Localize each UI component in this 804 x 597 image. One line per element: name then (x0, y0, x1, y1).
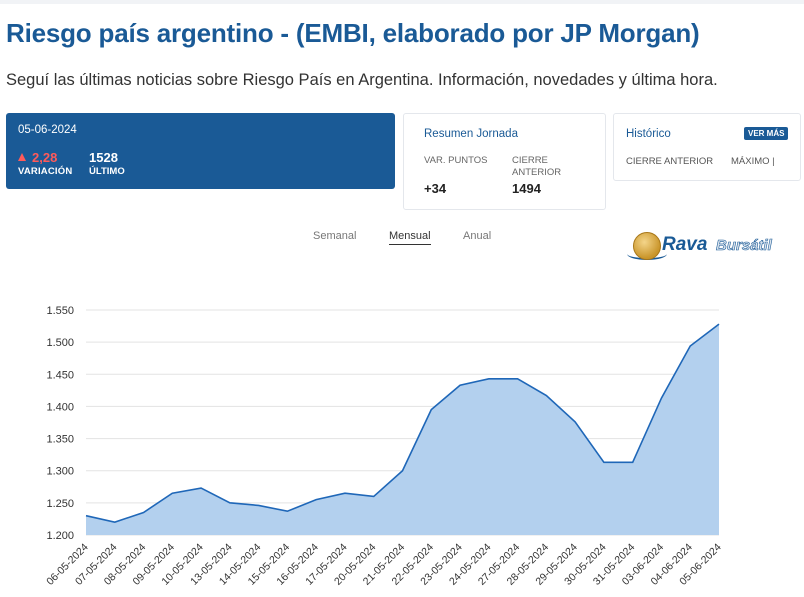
y-tick-label: 1.450 (46, 369, 74, 381)
last-value: 1528 (89, 150, 118, 165)
series-line (85, 323, 720, 523)
last-label: ÚLTIMO (89, 166, 125, 177)
previous-close-value: 1494 (512, 181, 541, 196)
data-point (199, 486, 203, 490)
data-point (142, 511, 146, 515)
summary-card: 05-06-2024 2,28 VARIACIÓN 1528 ÚLTIMO (6, 113, 395, 189)
data-point (285, 509, 289, 513)
data-point (717, 322, 721, 326)
riesgo-pais-chart: 1.200 1.250 1.300 1.350 1.400 1.450 1.500 1.550… (44, 305, 724, 588)
y-tick-label: 1.550 (46, 305, 74, 317)
tab-mensual[interactable]: Mensual (389, 230, 431, 245)
data-point (84, 514, 88, 518)
data-point (314, 498, 318, 502)
data-point (602, 460, 606, 464)
data-point (170, 491, 174, 495)
top-divider (0, 0, 804, 4)
data-point (113, 520, 117, 524)
historico-card: Histórico VER MÁS CIERRE ANTERIOR MÁXIMO… (613, 113, 801, 181)
series-area (86, 324, 719, 535)
data-point (343, 491, 347, 495)
data-point (544, 394, 548, 398)
arrow-up-icon (18, 153, 26, 161)
y-tick-label: 1.350 (46, 434, 74, 446)
jornada-title: Resumen Jornada (424, 128, 518, 140)
y-tick-label: 1.200 (46, 530, 74, 542)
tab-semanal[interactable]: Semanal (313, 230, 357, 242)
var-points-label: VAR. PUNTOS (424, 155, 488, 166)
historico-title: Histórico (626, 128, 671, 140)
page-subtitle: Seguí las últimas noticias sobre Riesgo … (6, 71, 718, 89)
data-point (659, 396, 663, 400)
tab-anual[interactable]: Anual (463, 230, 492, 242)
jornada-card: Resumen Jornada VAR. PUNTOS +34 CIERRE A… (403, 113, 606, 210)
period-tabs: Semanal Mensual Anual (0, 230, 804, 250)
data-point (487, 377, 491, 381)
coin-icon (633, 232, 661, 260)
rava-bursatil-logo: Rava Bursátil (627, 230, 787, 262)
data-point (372, 494, 376, 498)
logo-word-bursatil: Bursátil (716, 237, 772, 255)
data-point (401, 469, 405, 473)
historico-col-previous-close: CIERRE ANTERIOR (626, 156, 714, 167)
logo-word-rava: Rava (662, 234, 708, 255)
data-point (458, 383, 462, 387)
previous-close-label: CIERRE ANTERIOR (512, 155, 562, 178)
data-point (429, 408, 433, 412)
y-tick-label: 1.400 (46, 401, 74, 413)
data-point (573, 420, 577, 424)
page-title: Riesgo país argentino - (EMBI, elaborado… (6, 18, 700, 48)
data-point (688, 344, 692, 348)
data-point (516, 377, 520, 381)
y-tick-label: 1.300 (46, 466, 74, 478)
data-point (228, 501, 232, 505)
historico-col-max: MÁXIMO | (731, 156, 775, 167)
y-tick-label: 1.250 (46, 498, 74, 510)
data-point (631, 460, 635, 464)
variation-label: VARIACIÓN (18, 166, 73, 177)
y-tick-label: 1.500 (46, 337, 74, 349)
variation-value: 2,28 (32, 150, 58, 165)
summary-date: 05-06-2024 (18, 124, 77, 136)
variation-value-wrap: 2,28 (18, 150, 57, 165)
var-points-value: +34 (424, 181, 447, 196)
ver-mas-button[interactable]: VER MÁS (744, 127, 789, 140)
data-point (257, 503, 261, 507)
